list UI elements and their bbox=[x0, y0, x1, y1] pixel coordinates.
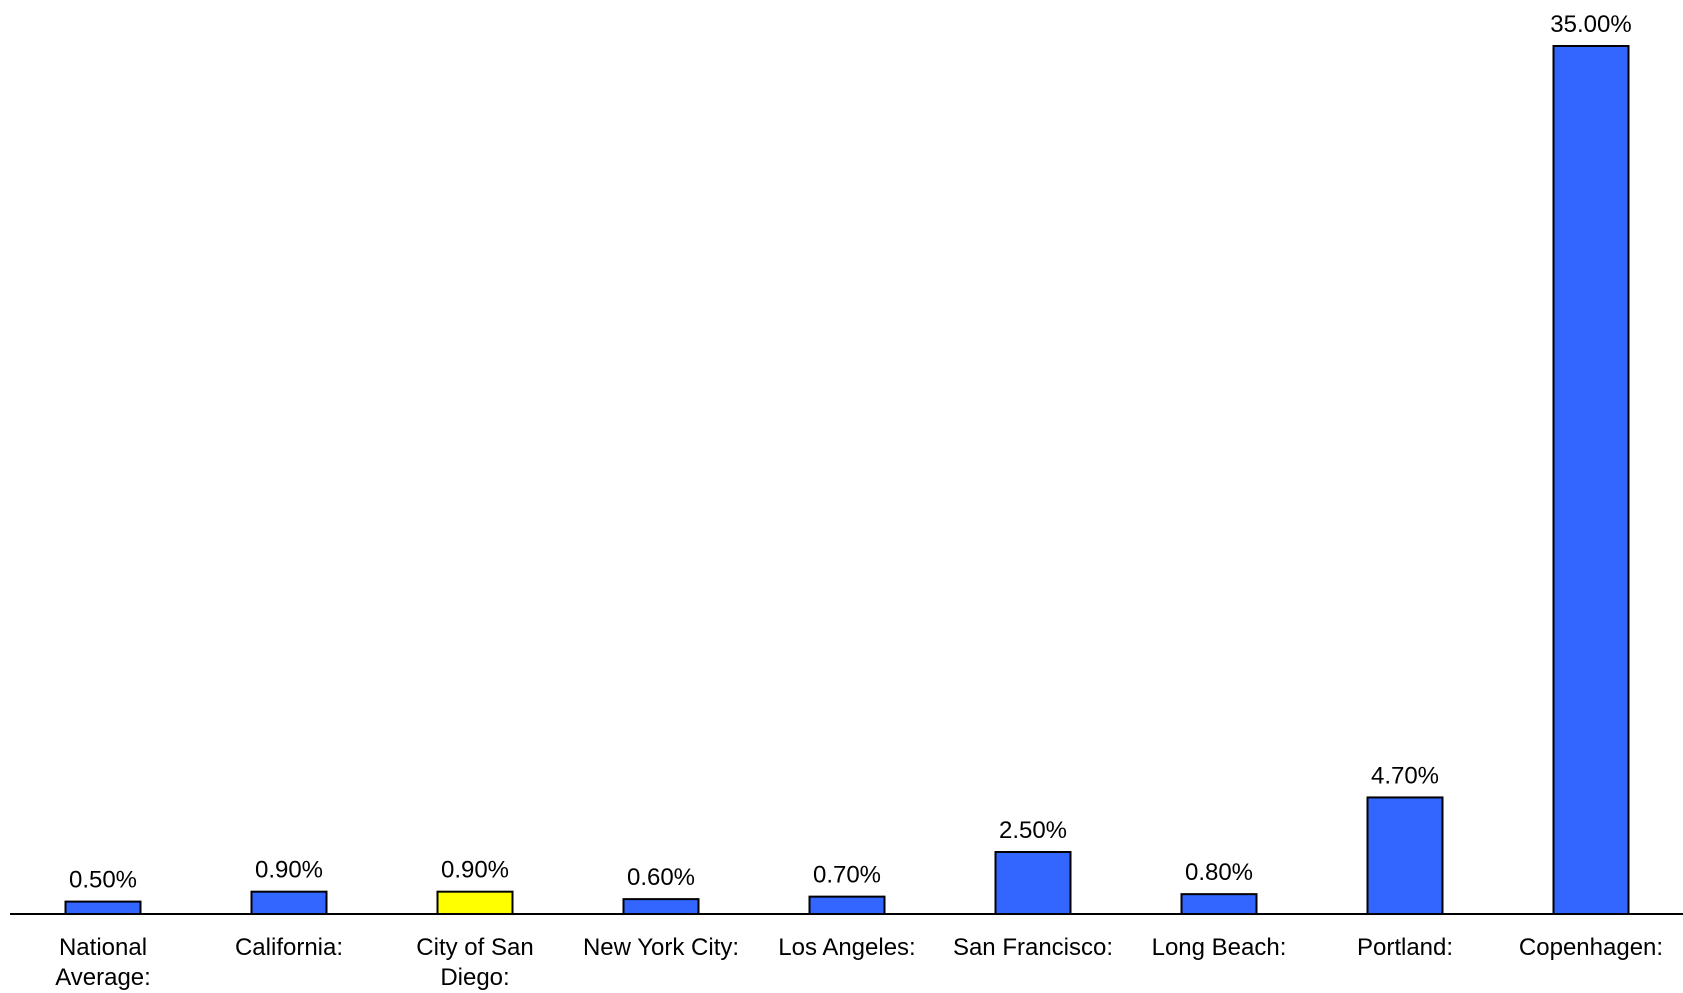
category-label: Copenhagen: bbox=[1519, 934, 1663, 961]
category-label-line: Portland: bbox=[1357, 934, 1453, 961]
category-label-line: Copenhagen: bbox=[1519, 934, 1663, 961]
category-label-line: Los Angeles: bbox=[778, 934, 915, 961]
category-label-line: Long Beach: bbox=[1152, 934, 1287, 961]
category-label: New York City: bbox=[583, 934, 739, 961]
category-label: National Average: bbox=[55, 934, 151, 991]
bar-value-label: 0.50% bbox=[69, 867, 137, 894]
category-label-line: National bbox=[59, 934, 147, 961]
category-labels-layer: National Average: California: City of San Di… bbox=[55, 934, 1663, 991]
bar-value-label: 2.50% bbox=[999, 817, 1067, 844]
bar-value-label: 4.70% bbox=[1371, 762, 1439, 789]
bar-value-label: 0.90% bbox=[441, 857, 509, 884]
bar bbox=[994, 851, 1072, 915]
category-label-line: Average: bbox=[55, 964, 151, 991]
value-labels-layer: 0.50% 0.90% 0.90% 0.60% 0.70% 2.50% 0.80% 4.70%… bbox=[69, 11, 1632, 894]
category-label: Portland: bbox=[1357, 934, 1453, 961]
bars-layer bbox=[64, 45, 1630, 916]
category-label-line: New York City: bbox=[583, 934, 739, 961]
category-label-line: City of San bbox=[416, 934, 533, 961]
bar bbox=[1180, 893, 1258, 915]
category-label-line: Diego: bbox=[440, 964, 509, 991]
bar bbox=[250, 890, 328, 915]
bar bbox=[64, 900, 142, 915]
bar-value-label: 0.60% bbox=[627, 864, 695, 891]
category-label: Los Angeles: bbox=[778, 934, 915, 961]
category-label: City of San Diego: bbox=[416, 934, 533, 991]
bar-value-label: 35.00% bbox=[1550, 11, 1631, 38]
category-label: Long Beach: bbox=[1152, 934, 1287, 961]
bar bbox=[808, 895, 886, 916]
bar-value-label: 0.70% bbox=[813, 862, 881, 889]
bar bbox=[1552, 45, 1630, 915]
category-label-line: San Francisco: bbox=[953, 934, 1113, 961]
bar bbox=[436, 890, 514, 915]
category-label: California: bbox=[235, 934, 343, 961]
bar-value-label: 0.90% bbox=[255, 857, 323, 884]
bar-value-label: 0.80% bbox=[1185, 859, 1253, 886]
category-label-line: California: bbox=[235, 934, 343, 961]
bar bbox=[1366, 796, 1444, 915]
bar bbox=[622, 898, 700, 915]
category-label: San Francisco: bbox=[953, 934, 1113, 961]
